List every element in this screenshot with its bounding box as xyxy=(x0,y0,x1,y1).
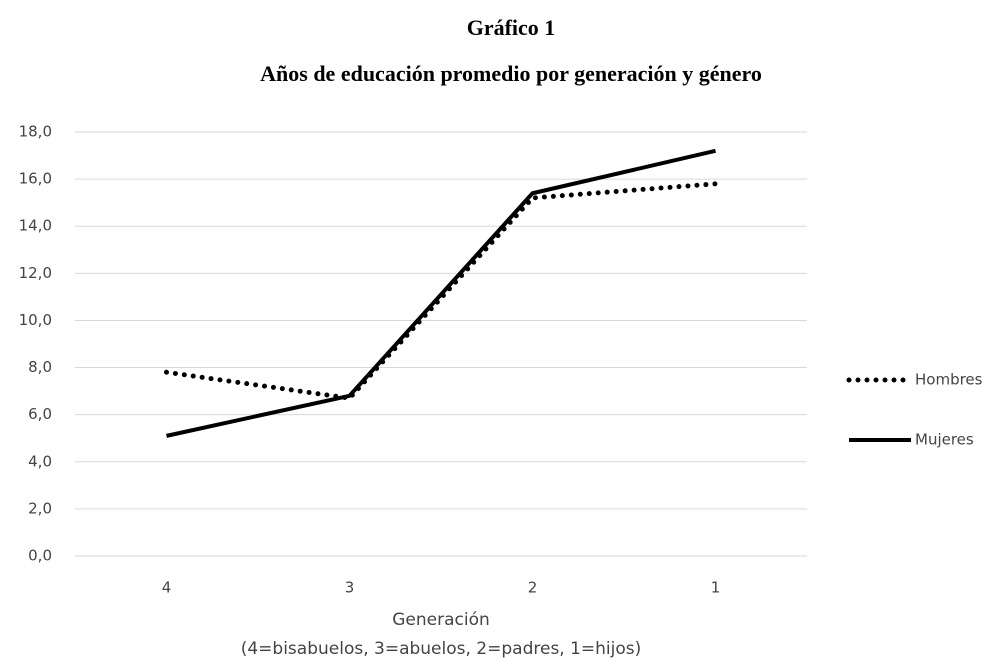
chart-title: Gráfico 1 xyxy=(467,15,556,40)
legend-label: Mujeres xyxy=(915,431,974,449)
y-tick-label: 8,0 xyxy=(28,358,52,376)
series-line xyxy=(166,148,716,438)
y-tick-label: 14,0 xyxy=(19,217,52,235)
y-tick-label: 0,0 xyxy=(28,547,52,565)
x-axis-note: (4=bisabuelos, 3=abuelos, 2=padres, 1=hi… xyxy=(241,639,642,659)
chart-subtitle: Años de educación promedio por generació… xyxy=(260,61,762,86)
y-tick-label: 16,0 xyxy=(19,170,52,188)
legend-label: Hombres xyxy=(915,371,983,389)
x-tick-label: 4 xyxy=(162,579,172,597)
y-tick-label: 6,0 xyxy=(28,405,52,423)
x-tick-label: 2 xyxy=(528,579,538,597)
x-tick-label: 3 xyxy=(345,579,355,597)
y-tick-label: 12,0 xyxy=(19,264,52,282)
y-tick-label: 18,0 xyxy=(19,123,52,141)
x-tick-label: 1 xyxy=(711,579,721,597)
x-axis-label: Generación xyxy=(392,610,490,630)
y-tick-label: 4,0 xyxy=(28,452,52,470)
y-tick-label: 2,0 xyxy=(28,499,52,517)
series-line xyxy=(164,181,718,401)
y-tick-label: 10,0 xyxy=(19,311,52,329)
